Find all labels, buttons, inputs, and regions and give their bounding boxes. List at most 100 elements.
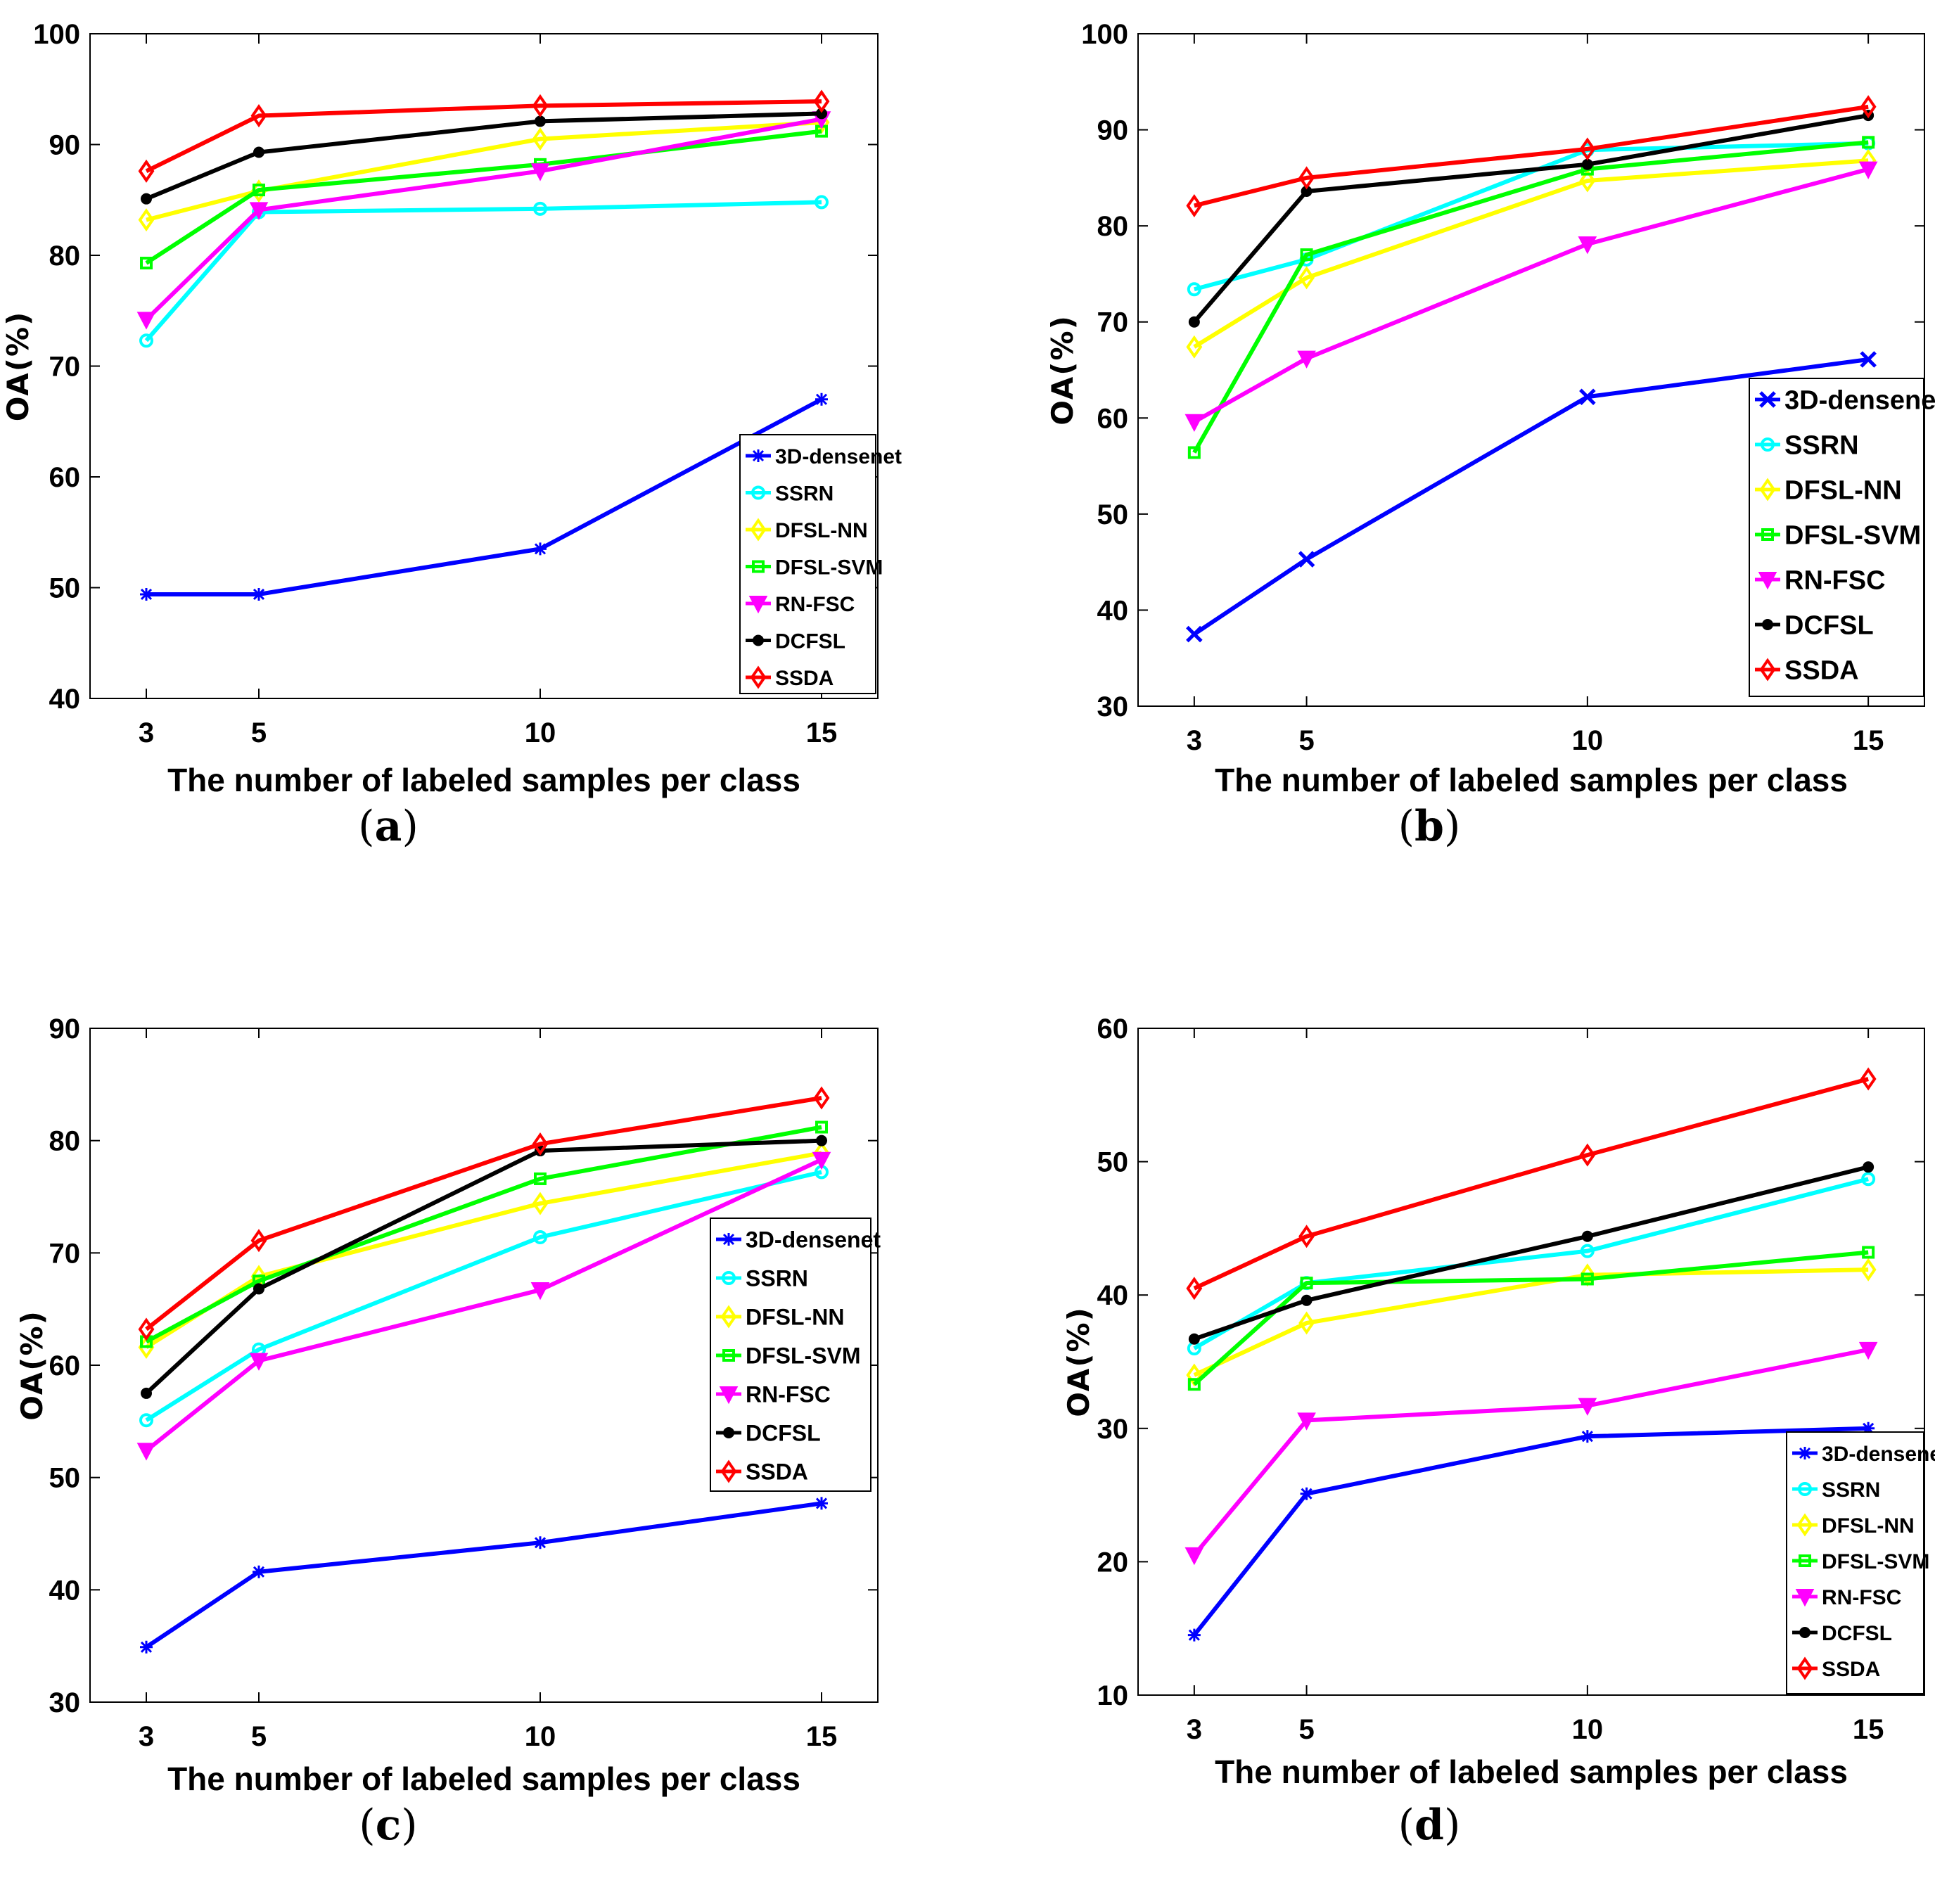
chart-d-legend-label: 3D-densenet <box>1822 1443 1935 1466</box>
chart-d-data-point <box>1186 1277 1203 1301</box>
chart-a-series-dcfsl <box>141 108 827 205</box>
chart-c-ytick-label: 40 <box>49 1575 81 1606</box>
chart-b-legend-marker <box>1759 658 1776 682</box>
chart-c-data-point <box>139 1413 153 1428</box>
chart-a-data-point <box>249 202 269 220</box>
chart-c-data-point <box>815 1497 828 1510</box>
chart-c-series-dcfsl <box>141 1135 827 1399</box>
chart-c-legend-marker <box>722 1349 735 1362</box>
chart-b-x-axis: 3 5 10 15 <box>1187 34 1884 756</box>
chart-b-x-axis-title: The number of labeled samples per class <box>1215 762 1848 798</box>
chart-b-data-point <box>1297 350 1316 369</box>
chart-c-xtick-label: 15 <box>806 1721 838 1752</box>
chart-d-legend-label: DFSL-NN <box>1822 1514 1915 1538</box>
chart-b-legend-box <box>1749 378 1924 697</box>
chart-b-xtick-label: 3 <box>1187 725 1202 756</box>
chart-b-ytick-label: 70 <box>1097 307 1129 338</box>
chart-c-data-point <box>816 1135 827 1146</box>
chart-c-x-axis: 3 5 10 15 <box>139 1028 837 1752</box>
chart-d-data-point <box>1580 1272 1594 1286</box>
chart-d-data-point <box>1301 1294 1313 1306</box>
chart-c-data-point <box>249 1353 269 1371</box>
chart-b-ytick-label: 100 <box>1081 19 1128 50</box>
chart-c-ytick-label: 90 <box>49 1014 81 1044</box>
chart-d-legend-label: RN-FSC <box>1822 1586 1901 1609</box>
chart-d-data-point <box>1863 1161 1875 1173</box>
chart-c-ytick-label: 50 <box>49 1463 81 1494</box>
chart-b-series-line <box>1193 158 1869 349</box>
chart-d-data-point <box>1862 1421 1875 1435</box>
chart-a-legend-label: DFSL-SVM <box>775 556 883 579</box>
chart-c-ytick-label: 70 <box>49 1238 81 1269</box>
chart-a-legend-marker <box>750 665 767 689</box>
chart-b-data-point <box>1858 161 1878 179</box>
chart-b-series-3d-densenet <box>1186 351 1877 643</box>
caption-d: (d) <box>1398 1801 1461 1850</box>
chart-b-ytick-label: 60 <box>1097 403 1129 434</box>
chart-b-ytick-label: 80 <box>1097 211 1129 242</box>
chart-d-legend-marker <box>1798 1482 1812 1496</box>
chart-b-legend-label: DFSL-NN <box>1784 476 1902 506</box>
chart-b-series-line <box>1193 357 1869 637</box>
chart-b-ytick-label: 30 <box>1097 691 1129 722</box>
chart-b-ytick-label: 90 <box>1097 115 1129 146</box>
chart-d-data-point <box>1579 1143 1596 1167</box>
chart-d-xtick-label: 10 <box>1572 1714 1604 1745</box>
chart-a-legend-label: DCFSL <box>775 630 845 653</box>
chart-d-legend-label: DCFSL <box>1822 1622 1892 1645</box>
chart-a-data-point <box>250 104 267 128</box>
chart-b-data-point <box>1186 625 1203 643</box>
chart-c-ytick-label: 60 <box>49 1350 81 1381</box>
chart-a-legend-marker <box>748 596 768 614</box>
chart-d-series-dcfsl <box>1188 1161 1875 1345</box>
chart-a-legend-label: RN-FSC <box>775 593 855 616</box>
chart-c-xtick-label: 10 <box>525 1721 556 1752</box>
chart-b-data-point <box>1298 266 1315 290</box>
chart-a-xtick-label: 15 <box>806 717 838 748</box>
chart-c-ytick-label: 30 <box>49 1687 81 1718</box>
chart-a-legend-marker <box>750 518 767 542</box>
chart-a-xtick-label: 5 <box>251 717 267 748</box>
chart-c-series-line <box>145 1158 823 1452</box>
chart-a-data-point <box>140 257 153 270</box>
chart-a-series-ssda <box>138 89 830 183</box>
chart-a-data-point <box>138 208 155 232</box>
chart-a-data-point <box>136 312 156 330</box>
chart-c-legend-label: 3D-densenet <box>746 1227 881 1253</box>
chart-c-series-dfsl-svm <box>140 1120 828 1348</box>
chart-b-legend-marker <box>1758 572 1777 590</box>
chart-a-ytick-label: 50 <box>49 573 81 604</box>
chart-b-legend-label: DFSL-SVM <box>1784 521 1921 551</box>
chart-d-series-3d-densenet <box>1187 1421 1875 1642</box>
chart-b-series-rn-fsc <box>1184 161 1878 433</box>
chart-d-data-point <box>1580 1244 1595 1258</box>
chart-c-legend-label: DFSL-SVM <box>746 1343 861 1369</box>
chart-d-data-point <box>1862 1246 1875 1259</box>
chart-b-data-point <box>1860 95 1877 119</box>
chart-b-xtick-label: 15 <box>1853 725 1884 756</box>
chart-b-data-point <box>1184 414 1204 433</box>
chart-a-ytick-label: 80 <box>49 241 81 271</box>
chart-b-legend-marker <box>1762 619 1773 630</box>
chart-a-xtick-label: 3 <box>139 717 154 748</box>
chart-b-data-point <box>1579 388 1596 406</box>
chart-c-data-point <box>250 1229 267 1253</box>
chart-a-ytick-label: 90 <box>49 130 81 161</box>
chart-a-legend-marker <box>751 485 765 500</box>
chart-d-legend-marker <box>1795 1589 1815 1607</box>
chart-d-data-point <box>1298 1225 1315 1248</box>
chart-d-x-axis-title: The number of labeled samples per class <box>1215 1753 1848 1790</box>
chart-a-legend-label: SSDA <box>775 667 834 690</box>
chart-b-series-ssda <box>1186 95 1877 217</box>
chart-d-data-point <box>1300 1277 1313 1290</box>
chart-c-legend-label: RN-FSC <box>746 1382 831 1407</box>
caption-c: (c) <box>359 1801 418 1850</box>
chart-c-data-point <box>140 1640 153 1654</box>
chart-c-data-point <box>815 1120 828 1134</box>
chart-c-legend-marker <box>722 1271 736 1285</box>
chart-d-ytick-label: 30 <box>1097 1414 1129 1445</box>
chart-a-series-3d-densenet <box>140 392 828 601</box>
chart-c-data-point <box>141 1387 152 1399</box>
chart-c-data-point <box>136 1443 156 1461</box>
